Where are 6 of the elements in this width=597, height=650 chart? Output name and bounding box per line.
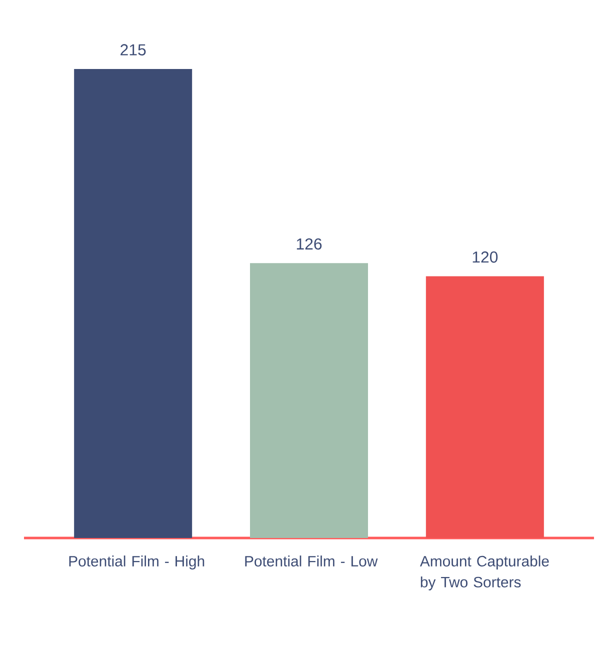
x-tick-label: Potential Film - High (69, 556, 204, 570)
x-tick-label: Amount Capturable by Two Sorters (420, 556, 549, 590)
x-tick-label: Potential Film - Low (245, 556, 378, 566)
data-label: 126 (296, 238, 322, 250)
data-label: 120 (472, 251, 498, 263)
data-label: 215 (120, 44, 146, 56)
